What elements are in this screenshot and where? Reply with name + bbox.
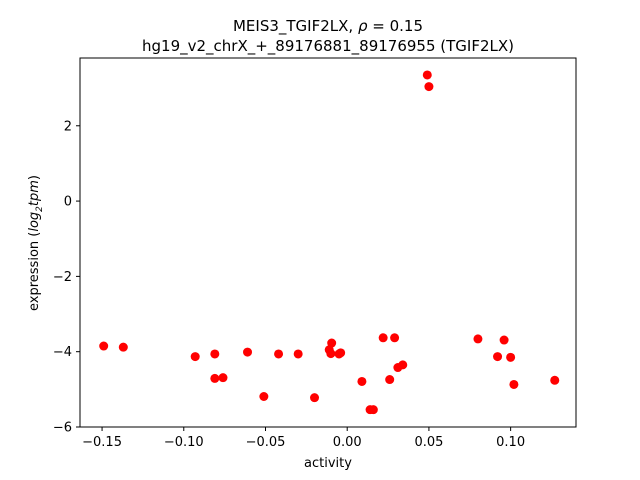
data-point [259, 392, 269, 402]
data-point [274, 349, 284, 359]
data-point [293, 349, 303, 359]
data-point [473, 334, 483, 344]
x-tick-label: −0.15 [82, 435, 122, 450]
x-axis-label: activity [304, 456, 352, 471]
x-tick-label: −0.05 [246, 435, 286, 450]
chart-title-line2: hg19_v2_chrX_+_89176881_89176955 (TGIF2L… [142, 37, 514, 56]
data-point [118, 342, 128, 352]
chart-title-line1: MEIS3_TGIF2LX, ρ = 0.15 [233, 17, 423, 36]
data-point [326, 349, 336, 359]
plot-area-frame [79, 57, 577, 428]
data-point [509, 379, 519, 389]
y-tick-label: 0 [64, 195, 72, 210]
data-point [390, 333, 400, 343]
y-tick-label: −2 [53, 270, 72, 285]
x-tick-label: 0.05 [414, 435, 443, 450]
x-tick-label: 0.00 [333, 435, 362, 450]
data-point [550, 375, 560, 385]
data-point [499, 335, 509, 345]
data-point [99, 341, 109, 351]
data-point [385, 375, 395, 385]
data-point [506, 352, 516, 362]
data-points [99, 70, 560, 415]
y-axis-ticks: −6 −4 −2 0 2 [53, 119, 80, 436]
x-tick-label: −0.10 [164, 435, 204, 450]
data-point [336, 348, 346, 358]
data-point [493, 352, 503, 362]
data-point [210, 349, 220, 359]
x-axis-ticks: −0.15 −0.10 −0.05 0.00 0.05 0.10 [82, 427, 525, 450]
y-tick-label: −6 [53, 421, 72, 436]
data-point [218, 373, 228, 383]
data-point [398, 360, 408, 370]
data-point [190, 352, 200, 362]
data-point [368, 405, 378, 415]
data-point [310, 393, 320, 403]
data-point [327, 338, 337, 348]
data-point [210, 373, 220, 383]
data-point [422, 70, 432, 80]
y-axis-label: expression (log2tpm) [27, 175, 45, 311]
data-point [243, 347, 253, 357]
data-point [357, 376, 367, 386]
y-tick-label: −4 [53, 345, 72, 360]
data-point [378, 333, 388, 343]
x-tick-label: 0.10 [496, 435, 525, 450]
data-point [424, 82, 434, 92]
y-tick-label: 2 [64, 119, 72, 134]
